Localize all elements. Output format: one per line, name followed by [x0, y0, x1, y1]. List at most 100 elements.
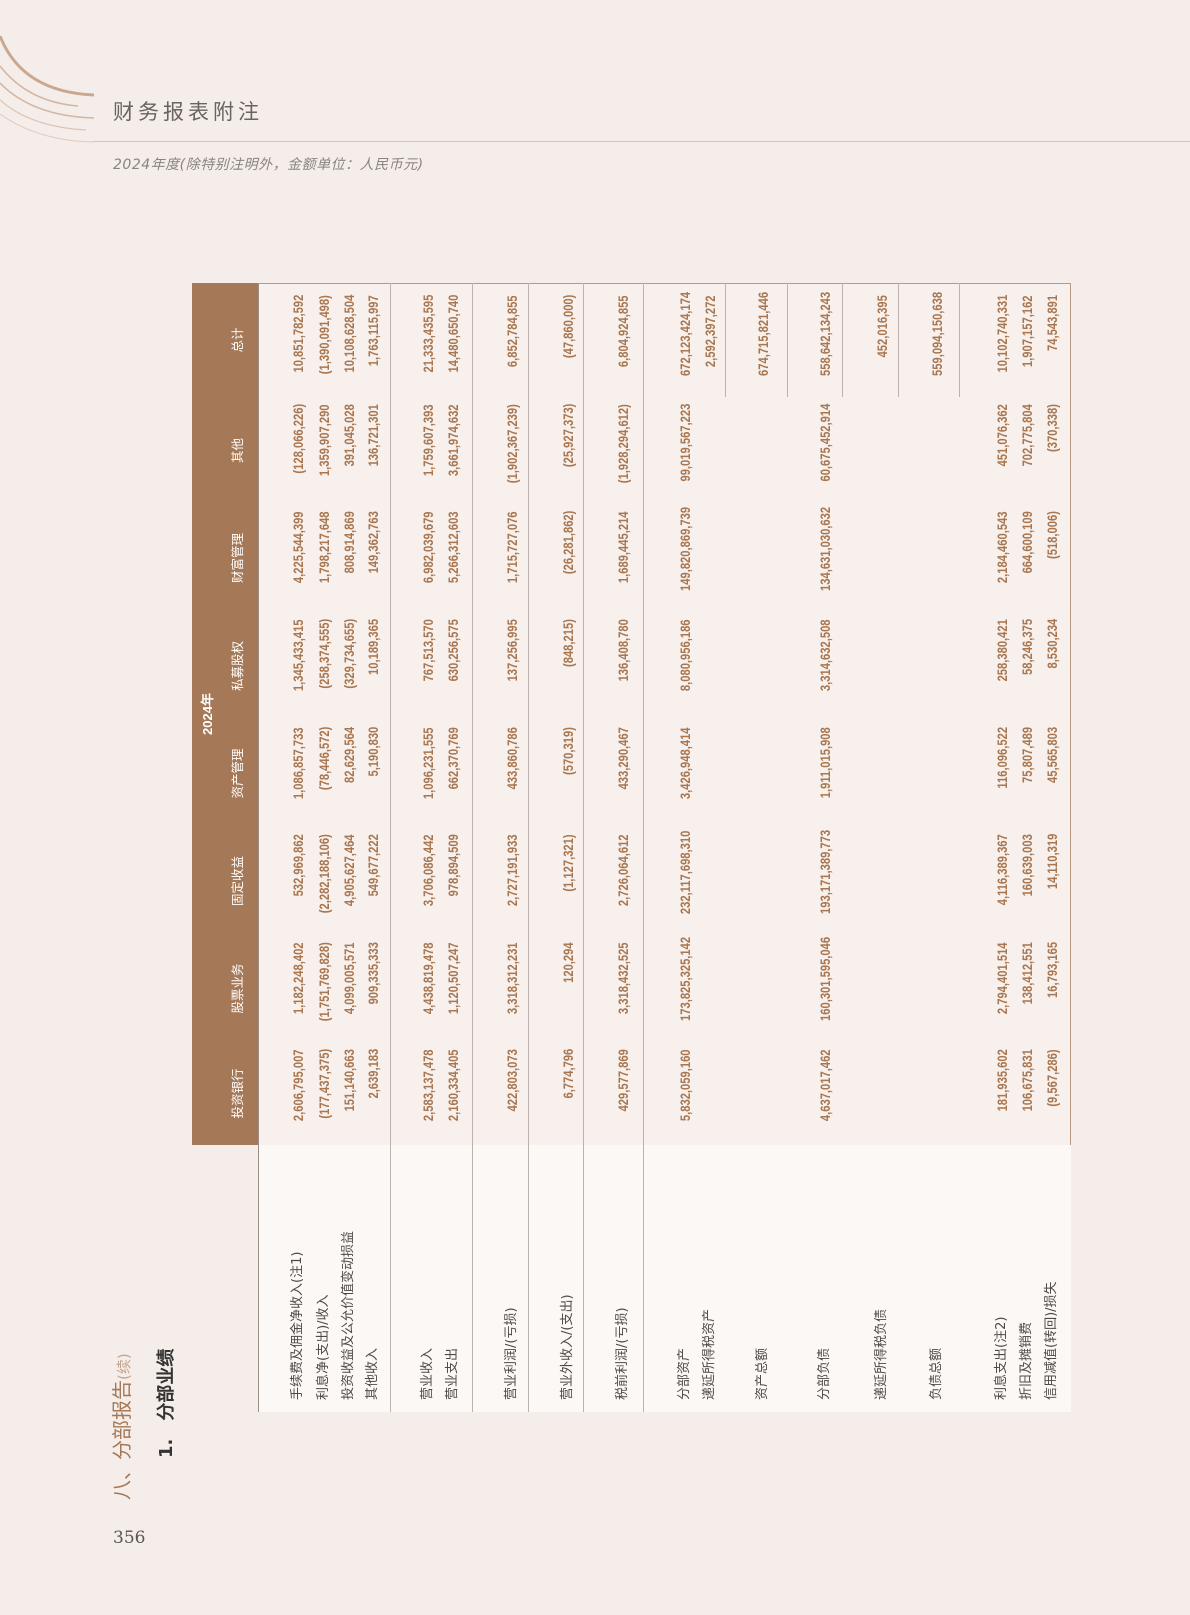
table-header-band: 2024年 投资银行 股票业务 固定收益 资产管理 私募股权 财富管理 其他 总计: [192, 283, 258, 1145]
subsection-heading: 1. 分部业绩: [152, 1349, 178, 1458]
table-cell: 82,629,564: [336, 727, 362, 827]
table-row: 折旧及摊销费 106,675,831 138,412,551 160,639,003 7…: [1014, 283, 1039, 1412]
row-label: 投资收益及公允价值变动损益: [341, 1230, 356, 1400]
table-cell: (570,319): [555, 727, 581, 827]
cell-value: 452,016,395: [874, 295, 890, 358]
cell-value: 6,804,924,855: [615, 295, 631, 367]
table-cell: [924, 511, 949, 612]
cell-value: 160,639,003: [1019, 834, 1035, 897]
column-header: 财富管理: [230, 533, 245, 584]
cell-value: 6,774,796: [560, 1049, 576, 1099]
total-column-divider: [959, 283, 960, 397]
table-cell: 4,116,389,367: [989, 834, 1015, 935]
table-cell: 451,076,362: [989, 404, 1015, 504]
table-cell: 1,759,607,393: [415, 404, 441, 504]
cell-value: 160,301,595,046: [817, 936, 833, 1021]
table-cell: 1,798,217,648: [311, 511, 337, 612]
cell-value: 134,631,030,632: [817, 506, 833, 591]
row-label: 分部资产: [677, 1347, 692, 1400]
table-cell: [924, 404, 949, 504]
table-cell: (47,860,000): [555, 295, 581, 397]
table-cell: [869, 942, 894, 1042]
cell-value: 1,086,857,733: [290, 727, 306, 799]
table-cell: 1,689,445,214: [610, 511, 636, 612]
cell-value: (78,446,572): [316, 727, 332, 791]
cell-value: (570,319): [560, 727, 576, 775]
cell-value: (848,215): [560, 619, 576, 667]
row-label: 负债总额: [929, 1347, 944, 1400]
table-row: 负债总额 559,094,150,638: [924, 283, 949, 1412]
cell-value: 106,675,831: [1019, 1049, 1035, 1112]
row-label: 递延所得税资产: [702, 1308, 717, 1400]
cell-value: 5,190,830: [365, 727, 381, 777]
table-cell: 106,675,831: [1014, 1049, 1040, 1145]
cell-value: 630,256,575: [445, 619, 461, 682]
cell-value: 151,140,663: [341, 1049, 357, 1112]
table-cell: 2,727,191,933: [499, 834, 525, 935]
table-cell: 5,190,830: [360, 727, 386, 827]
column-header: 股票业务: [230, 963, 245, 1014]
table-cell: (370,338): [1039, 404, 1065, 504]
table-cell: 45,565,803: [1039, 727, 1065, 827]
table-cell: [750, 511, 775, 612]
cell-value: 422,803,073: [504, 1049, 520, 1112]
cell-value: 664,600,109: [1019, 511, 1035, 574]
cell-value: (9,567,286): [1044, 1049, 1060, 1107]
table-row: 利息净(支出)/收入 (177,437,375) (1,751,769,828) (2…: [311, 283, 336, 1412]
cell-value: 258,380,421: [994, 619, 1010, 682]
table-cell: 2,639,183: [360, 1049, 386, 1145]
header-year: 2024年: [200, 693, 215, 735]
table-cell: [924, 727, 949, 827]
cell-value: 767,513,570: [420, 619, 436, 682]
header-divider: [93, 141, 1190, 142]
table-cell: [869, 404, 894, 504]
table-cell: 532,969,862: [285, 834, 311, 935]
table-cell: 808,914,869: [336, 511, 362, 612]
cell-value: 1,689,445,214: [615, 511, 631, 583]
table-cell: 559,094,150,638: [924, 292, 950, 397]
table-cell: 232,117,698,310: [672, 831, 698, 935]
table-row: 递延所得税资产 2,592,397,272: [697, 283, 722, 1412]
cell-value: 149,820,869,739: [677, 506, 693, 591]
table-cell: [750, 404, 775, 504]
table-cell: 662,370,769: [440, 727, 466, 827]
table-row: 其他收入 2,639,183 909,335,333 549,677,222 5,190…: [360, 283, 385, 1412]
table-cell: [697, 1049, 722, 1145]
table-cell: 10,189,365: [360, 619, 386, 720]
table-cell: 75,807,489: [1014, 727, 1040, 827]
table-cell: 116,096,522: [989, 727, 1015, 827]
cell-value: (258,374,555): [316, 619, 332, 689]
table-cell: 3,661,974,632: [440, 404, 466, 504]
cell-value: 116,096,522: [994, 727, 1010, 789]
cell-value: 2,726,064,612: [615, 834, 631, 906]
table-cell: [924, 619, 949, 720]
cell-value: 674,715,821,446: [755, 291, 771, 376]
table-cell: 21,333,435,595: [415, 295, 441, 397]
table-cell: 1,345,433,415: [285, 619, 311, 720]
cell-value: 58,246,375: [1019, 619, 1035, 676]
table-row: 营业利润/(亏损) 422,803,073 3,318,312,231 2,727,1…: [499, 283, 524, 1412]
table-cell: [869, 727, 894, 827]
table-cell: (1,928,294,612): [610, 404, 636, 504]
cell-value: 8,080,956,186: [677, 619, 693, 691]
row-label: 其他收入: [365, 1347, 380, 1400]
cell-value: 193,171,389,773: [817, 829, 833, 914]
cell-value: 181,935,602: [994, 1049, 1010, 1112]
table-cell: 58,246,375: [1014, 619, 1040, 720]
table-cell: [750, 942, 775, 1042]
segment-results-table: 2024年 投资银行 股票业务 固定收益 资产管理 私募股权 财富管理 其他 总计 手续费及佣…: [192, 283, 1071, 1412]
table-cell: (25,927,373): [555, 404, 581, 504]
cell-value: 429,577,869: [615, 1049, 631, 1112]
cell-value: 14,480,650,740: [445, 295, 461, 373]
row-label: 营业收入: [420, 1347, 435, 1400]
cell-value: (177,437,375): [316, 1049, 332, 1119]
cell-value: 549,677,222: [365, 834, 381, 897]
cell-value: 702,775,804: [1019, 404, 1035, 467]
table-cell: [697, 619, 722, 720]
cell-value: 4,905,627,464: [341, 834, 357, 906]
cell-value: 60,675,452,914: [817, 404, 833, 482]
table-cell: 149,362,763: [360, 511, 386, 612]
table-cell: 452,016,395: [869, 295, 895, 397]
table-cell: 1,763,115,997: [360, 295, 386, 397]
cell-value: 978,894,509: [445, 834, 461, 897]
